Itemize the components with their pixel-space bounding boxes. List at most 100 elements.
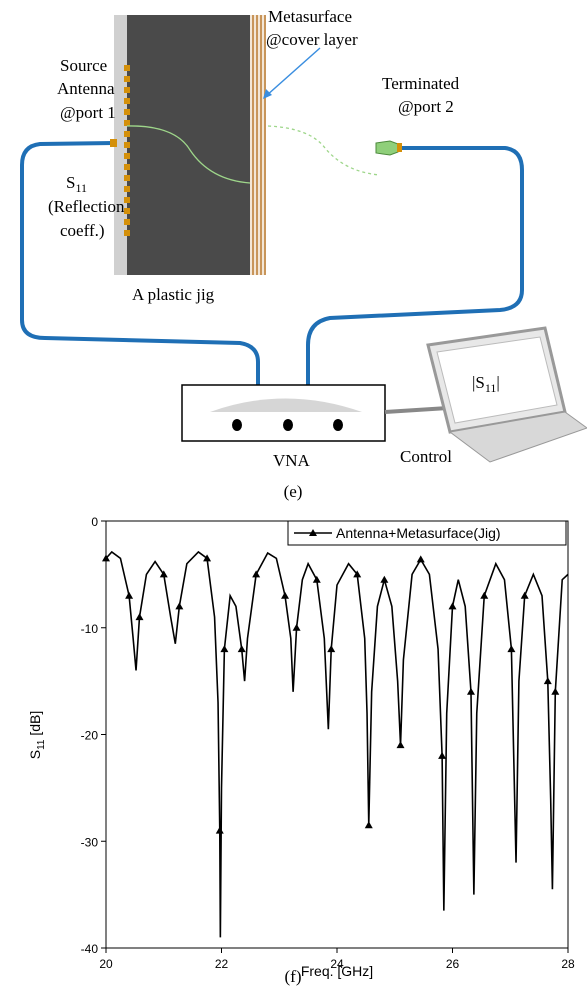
y-tick-label: -20 (81, 729, 99, 743)
marker (159, 570, 168, 578)
vna-knob (283, 419, 293, 431)
antenna-element (124, 131, 130, 137)
y-tick-label: -40 (81, 942, 99, 956)
arrow (265, 47, 321, 97)
label: A plastic jig (132, 285, 215, 304)
legend-label: Antenna+Metasurface(Jig) (336, 525, 501, 541)
antenna-element (124, 164, 130, 170)
label: VNA (273, 451, 311, 470)
label: S (66, 173, 75, 192)
antenna-element (124, 65, 130, 71)
marker (327, 645, 336, 653)
legend-box (287, 520, 567, 546)
jig-body (127, 15, 250, 275)
laptop-keyboard (448, 411, 587, 463)
y-axis-label: S11 [dB] (27, 711, 47, 760)
antenna-array (124, 65, 130, 236)
x-tick-label: 28 (561, 957, 575, 971)
wave (126, 125, 251, 184)
marker (507, 645, 516, 653)
antenna-element (124, 120, 130, 126)
marker (448, 602, 457, 610)
antenna-element (124, 219, 130, 225)
laptop-display (436, 336, 558, 424)
vna-box (181, 384, 386, 442)
metasurface-stripes (250, 15, 266, 275)
y-tick-label: -30 (81, 835, 99, 849)
label: Source (60, 56, 107, 75)
marker (135, 613, 144, 621)
label: Terminated (382, 74, 460, 93)
antenna-element (124, 87, 130, 93)
y-axis-label: S (27, 750, 43, 759)
caption: (f) (285, 967, 302, 986)
marker (480, 591, 489, 599)
label: Metasurface (268, 7, 352, 26)
marker (416, 555, 425, 563)
jig-edge (114, 15, 127, 275)
label: Antenna (57, 79, 115, 98)
marker (292, 623, 301, 631)
cable-port2 (306, 146, 524, 385)
label: 11 (75, 181, 87, 195)
legend-marker (309, 529, 317, 536)
antenna-element (124, 208, 130, 214)
marker (551, 687, 560, 695)
marker (203, 554, 212, 562)
antenna-element (124, 230, 130, 236)
label: @cover layer (266, 30, 358, 49)
port-1 (110, 139, 117, 147)
antenna-element (124, 197, 130, 203)
marker (175, 602, 184, 610)
y-axis-label: 11 (36, 739, 47, 750)
series-line (105, 550, 569, 938)
marker (125, 591, 134, 599)
wave-dashed (267, 125, 381, 176)
label: | (496, 373, 499, 392)
marker (396, 741, 405, 749)
marker (281, 591, 290, 599)
label: |S11| (472, 373, 500, 395)
antenna-element (124, 186, 130, 192)
antenna-element (124, 98, 130, 104)
x-tick-label: 20 (99, 957, 113, 971)
label: coeff.) (60, 221, 105, 240)
cable-port1 (20, 141, 260, 385)
vna-knob (232, 419, 242, 431)
vna-display (210, 398, 362, 412)
terminator (375, 140, 399, 156)
antenna-element (124, 76, 130, 82)
marker (252, 570, 261, 578)
label: |S (472, 373, 485, 392)
marker (102, 554, 110, 562)
marker (438, 751, 447, 759)
control-cable (384, 406, 449, 414)
antenna-element (124, 109, 130, 115)
x-tick-label: 26 (446, 957, 460, 971)
y-tick-label: 0 (91, 515, 98, 529)
y-axis-label: [dB] (27, 711, 43, 740)
marker (364, 821, 373, 829)
label: 11 (485, 381, 497, 395)
y-tick-label: -10 (81, 622, 99, 636)
antenna-element (124, 142, 130, 148)
x-tick-label: 22 (215, 957, 229, 971)
marker (237, 645, 246, 653)
marker (215, 826, 224, 834)
antenna-element (124, 153, 130, 159)
caption: (e) (284, 482, 303, 501)
port-2 (397, 143, 402, 152)
x-tick-label: 24 (330, 957, 344, 971)
vna-knob (333, 419, 343, 431)
antenna-element (124, 175, 130, 181)
arrow-head (263, 89, 272, 99)
label: (Reflection (48, 197, 125, 216)
marker (353, 570, 362, 578)
marker (543, 677, 552, 685)
label: @port 1 (60, 103, 116, 122)
label: Control (400, 447, 452, 466)
label: @port 2 (398, 97, 454, 116)
marker (380, 575, 389, 583)
